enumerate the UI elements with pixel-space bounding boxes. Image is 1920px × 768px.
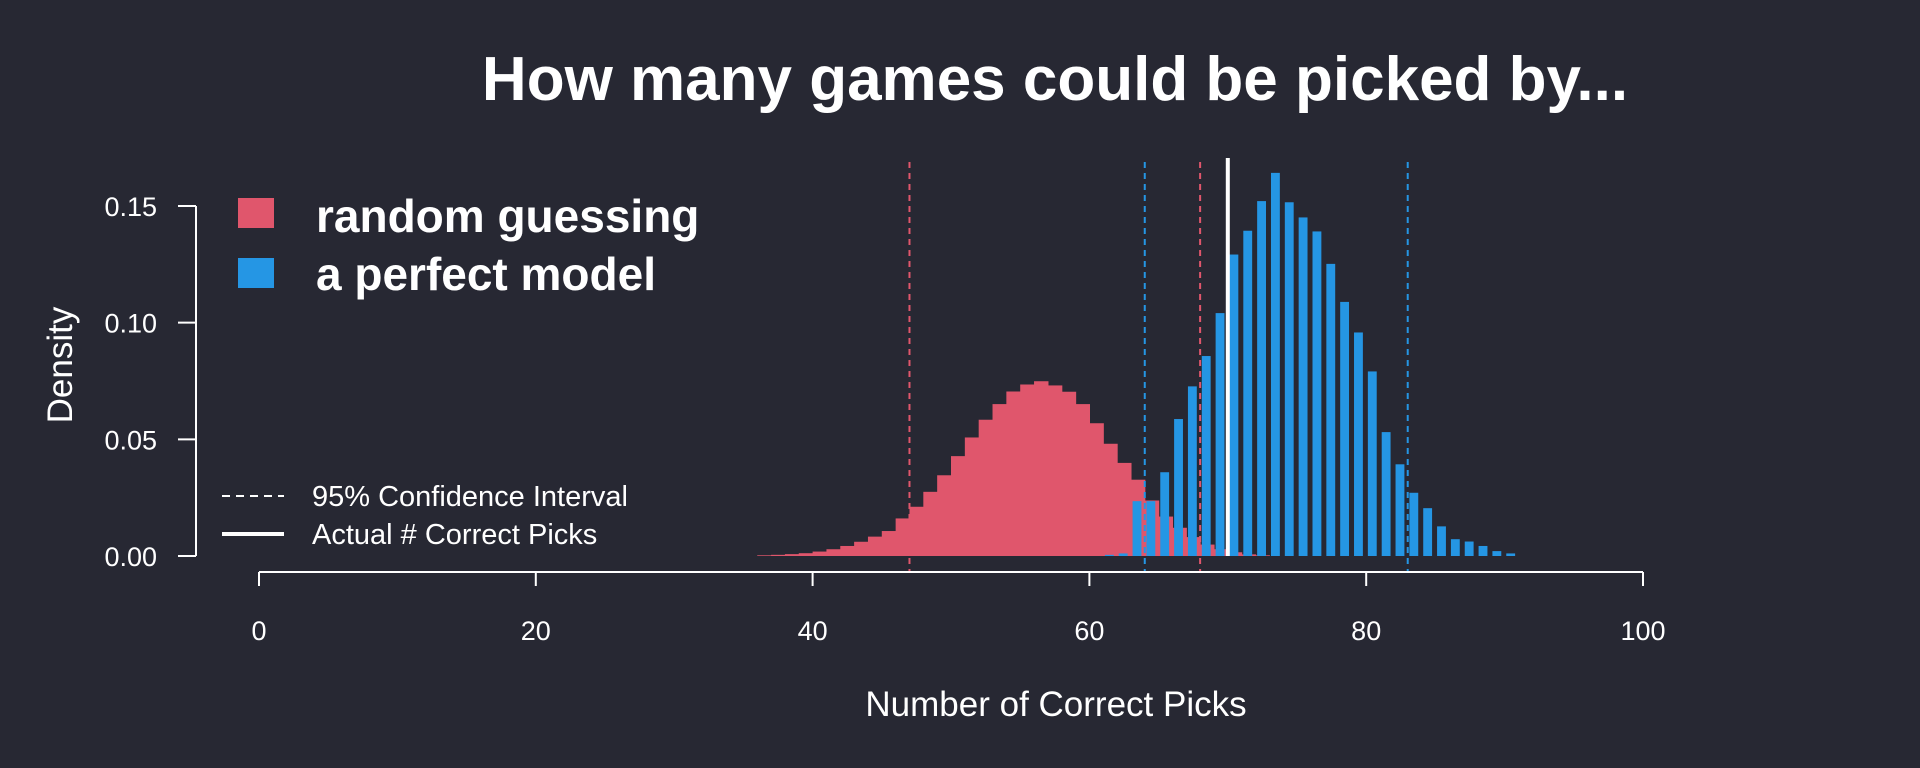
perfect-model-bar: [1201, 356, 1211, 556]
perfect-model-bar: [1409, 492, 1419, 556]
random-guessing-bar: [895, 518, 911, 556]
perfect-model-bar: [1450, 539, 1460, 556]
random-guessing-bar: [909, 506, 924, 556]
perfect-model-bar: [1215, 313, 1225, 556]
perfect-model-bar: [1243, 230, 1253, 557]
y-axis-label: Density: [41, 306, 80, 423]
chart-title: How many games could be picked by...: [482, 45, 1628, 114]
perfect-model-bar: [1437, 526, 1446, 556]
perfect-model-bar: [1326, 263, 1336, 556]
perfect-model-bar: [1492, 551, 1502, 556]
random-guessing-bar: [867, 536, 883, 556]
legend-label-random: random guessing: [316, 190, 699, 242]
random-guessing-bar: [978, 419, 994, 556]
random-guessing-bar: [964, 437, 980, 556]
random-guessing-bar: [840, 545, 855, 556]
random-guessing-bar: [951, 456, 966, 556]
random-guessing-bar: [992, 404, 1007, 556]
perfect-model-bar: [1395, 464, 1405, 556]
y-tick-label: 0.05: [104, 425, 157, 455]
random-guessing-bar: [1047, 385, 1063, 556]
random-guessing-bar: [937, 475, 952, 556]
random-guessing-bar: [757, 555, 772, 556]
perfect-model-bar: [1464, 541, 1474, 556]
perfect-model-bar: [1132, 501, 1142, 556]
random-guessing-bar: [1117, 462, 1132, 556]
reference-lines: [908, 158, 1409, 572]
perfect-model-bar: [1354, 332, 1363, 556]
random-guessing-bar: [1061, 391, 1077, 556]
random-guessing-bar: [1006, 391, 1021, 556]
random-guessing-bar: [1020, 384, 1035, 556]
y-tick-label: 0.15: [104, 192, 157, 222]
x-tick-label: 80: [1351, 616, 1381, 646]
perfect-model-bar: [1229, 254, 1239, 556]
x-tick-label: 40: [798, 616, 828, 646]
perfect-model-bar: [1118, 553, 1128, 556]
perfect-model-bar: [1506, 553, 1516, 556]
perfect-model-bar: [1174, 419, 1183, 556]
perfect-model-bar: [1298, 217, 1308, 556]
y-tick-label: 0.00: [104, 542, 157, 572]
y-axis: 0.00 0.05 0.10 0.15: [104, 192, 197, 572]
perfect-model-bar: [1340, 301, 1350, 556]
perfect-model-bar: [1104, 554, 1114, 556]
x-axis-ticks: 0 20 40 60 80 100: [251, 572, 1666, 646]
random-guessing-bar: [854, 541, 869, 556]
random-guessing-bar: [1034, 381, 1049, 556]
legend-swatch-random: [238, 198, 274, 228]
random-guessing-bar: [923, 491, 938, 556]
legend-label-actual: Actual # Correct Picks: [312, 519, 597, 551]
perfect-model-bar: [1257, 201, 1266, 556]
random-guessing-bar: [881, 531, 897, 556]
legend-series: random guessing a perfect model: [238, 190, 699, 300]
perfect-model-bar: [1367, 371, 1377, 556]
perfect-model-bar: [1146, 501, 1156, 556]
random-guessing-bar: [798, 553, 814, 556]
perfect-model-bar: [1423, 508, 1433, 556]
random-guessing-bar: [771, 554, 786, 556]
legend-lines: 95% Confidence Interval Actual # Correct…: [222, 481, 628, 551]
x-axis: 0 20 40 60 80 100: [251, 571, 1666, 646]
x-tick-label: 0: [251, 616, 266, 646]
legend-label-perfect: a perfect model: [316, 248, 656, 300]
random-guessing-bar: [826, 549, 841, 556]
perfect-model-bar: [1160, 472, 1170, 556]
perfect-model-bar: [1187, 386, 1197, 556]
legend-label-ci: 95% Confidence Interval: [312, 481, 628, 513]
x-axis-label: Number of Correct Picks: [865, 685, 1246, 724]
legend-swatch-perfect: [238, 258, 274, 288]
perfect-model-bar: [1284, 202, 1294, 556]
perfect-model-bars: [1104, 172, 1516, 557]
perfect-model-bar: [1478, 545, 1488, 556]
x-tick-label: 100: [1620, 616, 1665, 646]
random-guessing-bar: [1089, 423, 1104, 556]
perfect-model-bar: [1381, 432, 1391, 556]
y-axis-ticks: 0.00 0.05 0.10 0.15: [104, 192, 196, 572]
y-tick-label: 0.10: [104, 309, 157, 339]
x-tick-label: 60: [1074, 616, 1104, 646]
perfect-model-bar: [1270, 172, 1280, 556]
random-guessing-bar: [1075, 404, 1090, 556]
random-guessing-bar: [812, 551, 828, 556]
random-guessing-bar: [784, 554, 800, 556]
random-guessing-bar: [1103, 443, 1118, 556]
x-tick-label: 20: [521, 616, 551, 646]
perfect-model-bar: [1312, 231, 1322, 556]
